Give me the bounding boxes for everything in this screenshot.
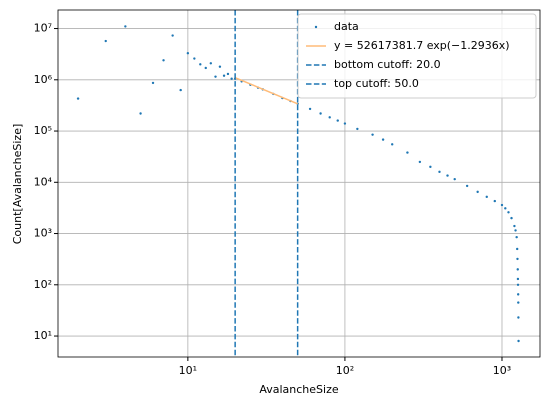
data-point [319,112,322,115]
data-point [517,316,520,319]
data-point [516,277,520,281]
y-tick-label: 10⁵ [34,124,52,137]
data-point [406,151,409,154]
data-point [218,65,222,68]
data-point [446,174,449,177]
y-tick-label: 10⁴ [34,175,53,188]
data-point [209,62,213,65]
data-point [214,75,217,78]
data-point [516,283,520,286]
y-tick-label: 10⁶ [34,73,53,86]
data-point [514,229,517,232]
data-point [493,199,496,203]
data-point [516,247,519,251]
data-point [391,143,394,146]
legend-marker [314,25,318,29]
data-point [453,177,456,181]
data-point [429,165,432,169]
legend-label: data [334,20,359,33]
y-tick-label: 10⁷ [34,22,52,35]
legend-label: top cutoff: 50.0 [334,77,419,90]
x-tick-label: 10³ [493,364,511,377]
data-point [139,112,142,115]
data-point [222,74,226,77]
x-axis-label: AvalancheSize [259,383,338,396]
data-point [356,127,359,131]
fit-line [234,76,298,105]
data-point [418,160,422,164]
data-point [230,77,233,80]
data-point [76,97,80,100]
data-point [171,34,174,37]
data-point [516,257,519,261]
plot-frame [57,9,541,358]
data-point [199,63,202,66]
y-tick-label: 10² [34,278,52,291]
data-point [438,170,441,174]
data-point [226,72,230,76]
y-tick-label: 10¹ [34,329,52,342]
data-point [179,88,182,92]
legend-label: y = 52617381.7 exp(−1.2936x) [334,39,510,52]
data-point [465,184,469,188]
data-point [104,39,107,43]
data-point [517,339,520,343]
data-point [476,190,479,194]
legend-box [297,13,537,99]
data-point [308,107,312,111]
data-point [507,211,510,214]
data-point [193,57,196,60]
data-point [516,268,519,271]
x-tick-label: 10¹ [179,364,197,377]
data-point [515,235,518,239]
data-point [336,119,339,122]
data-point [162,59,165,62]
x-tick-label: 10² [336,364,354,377]
y-tick-label: 10³ [34,227,52,240]
data-point [343,122,347,125]
data-point [124,25,127,28]
data-point [151,81,155,85]
data-point [328,116,331,119]
data-point [485,195,488,199]
legend-label: bottom cutoff: 20.0 [334,58,441,71]
data-point [500,203,504,207]
legend: data y = 52617381.7 exp(−1.2936x) bottom c… [297,13,537,99]
data-point [371,133,374,136]
data-point [381,138,385,141]
data-point [504,207,507,210]
data-point [513,224,516,228]
data-point [204,66,207,70]
data-point [510,216,513,220]
data-point [516,293,520,296]
data-point [186,52,190,55]
data-point [517,301,520,304]
y-axis-label: Count[AvalancheSize] [11,124,24,245]
